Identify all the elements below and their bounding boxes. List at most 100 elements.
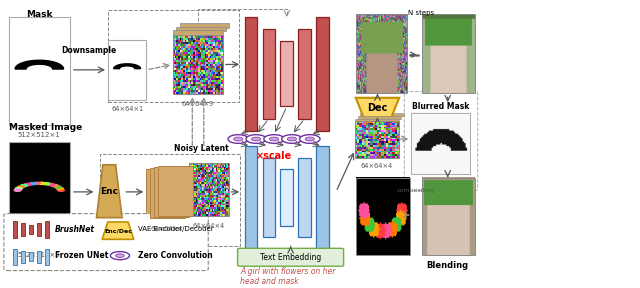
Text: 64×64×1: 64×64×1: [111, 107, 143, 112]
Bar: [179, 23, 229, 28]
Bar: [21, 223, 26, 236]
Circle shape: [47, 183, 55, 186]
Circle shape: [110, 251, 129, 260]
FancyBboxPatch shape: [237, 248, 344, 266]
Circle shape: [264, 135, 284, 143]
Circle shape: [38, 181, 46, 185]
Text: Masked Image: Masked Image: [9, 123, 83, 132]
Text: 512×512×3: 512×512×3: [18, 252, 60, 258]
Text: N steps: N steps: [408, 10, 434, 16]
Circle shape: [228, 135, 248, 143]
Bar: [9, 17, 70, 126]
Text: Frozen UNet: Frozen UNet: [54, 251, 108, 260]
Bar: [37, 223, 41, 236]
Text: compositing: compositing: [396, 188, 435, 193]
Text: BrushNet: BrushNet: [54, 225, 95, 234]
Text: 64×64×4: 64×64×4: [150, 226, 183, 232]
Bar: [13, 249, 17, 265]
Circle shape: [54, 185, 62, 189]
Circle shape: [305, 137, 314, 141]
Circle shape: [269, 137, 278, 141]
Bar: [176, 26, 226, 31]
Text: 64×64×4: 64×64×4: [361, 163, 393, 169]
Bar: [316, 17, 329, 131]
Text: 64×64×4: 64×64×4: [193, 223, 225, 229]
Bar: [45, 249, 49, 265]
Bar: [422, 14, 474, 93]
Bar: [13, 221, 17, 238]
Polygon shape: [97, 165, 122, 218]
Bar: [412, 113, 470, 174]
Circle shape: [282, 135, 302, 143]
Bar: [37, 251, 41, 263]
Polygon shape: [356, 98, 399, 117]
Text: 512×512×1: 512×512×1: [18, 132, 60, 138]
Bar: [360, 113, 404, 116]
Bar: [244, 146, 257, 249]
Circle shape: [234, 137, 243, 141]
Text: 64×64×9: 64×64×9: [182, 101, 214, 107]
Circle shape: [17, 185, 25, 189]
Bar: [29, 252, 33, 261]
Text: Text Embedding: Text Embedding: [260, 253, 321, 262]
Circle shape: [24, 183, 32, 186]
Circle shape: [33, 181, 41, 185]
Circle shape: [57, 188, 65, 192]
Circle shape: [56, 187, 64, 190]
Circle shape: [252, 137, 260, 141]
Text: Mask: Mask: [26, 10, 52, 19]
Text: Blending: Blending: [427, 261, 468, 270]
Bar: [356, 178, 410, 255]
Polygon shape: [15, 60, 63, 69]
Bar: [316, 146, 329, 249]
Circle shape: [42, 182, 51, 185]
Bar: [150, 168, 185, 218]
Bar: [9, 142, 70, 245]
Bar: [358, 116, 401, 119]
Bar: [21, 251, 26, 263]
Circle shape: [28, 182, 36, 185]
Bar: [154, 167, 189, 217]
Bar: [280, 41, 293, 107]
Bar: [356, 14, 408, 93]
Text: Enc/Dec: Enc/Dec: [104, 228, 132, 233]
Bar: [355, 121, 399, 158]
Circle shape: [51, 184, 59, 187]
Bar: [189, 163, 228, 216]
Bar: [108, 40, 147, 100]
Text: Noisy Latent: Noisy Latent: [175, 144, 229, 153]
Bar: [173, 30, 223, 35]
Bar: [262, 29, 275, 119]
Bar: [280, 169, 293, 226]
Circle shape: [246, 135, 266, 143]
Bar: [158, 166, 193, 216]
Text: Blurred Mask: Blurred Mask: [412, 102, 469, 111]
Text: Zero Convolution: Zero Convolution: [138, 251, 212, 260]
Bar: [262, 158, 275, 237]
Bar: [244, 17, 257, 131]
Text: Downsample: Downsample: [61, 46, 116, 55]
Text: VAE Encoder/Decoder: VAE Encoder/Decoder: [138, 226, 213, 232]
Circle shape: [287, 137, 296, 141]
Bar: [100, 154, 240, 246]
Bar: [29, 225, 33, 234]
Circle shape: [15, 187, 23, 190]
Polygon shape: [114, 64, 141, 69]
Text: ×scale: ×scale: [256, 151, 292, 161]
Text: A girl with flowers on her
head and mask: A girl with flowers on her head and mask: [240, 267, 335, 286]
Bar: [147, 169, 181, 219]
Circle shape: [20, 184, 28, 187]
Bar: [45, 221, 49, 238]
Bar: [422, 178, 474, 255]
Text: Enc: Enc: [100, 187, 118, 196]
Bar: [355, 119, 399, 121]
Circle shape: [300, 135, 320, 143]
Bar: [298, 158, 311, 237]
Circle shape: [13, 188, 22, 192]
Text: Dec: Dec: [367, 103, 388, 113]
Bar: [298, 29, 311, 119]
Bar: [108, 10, 239, 103]
Polygon shape: [102, 222, 134, 239]
Circle shape: [116, 254, 124, 257]
FancyBboxPatch shape: [4, 214, 208, 270]
